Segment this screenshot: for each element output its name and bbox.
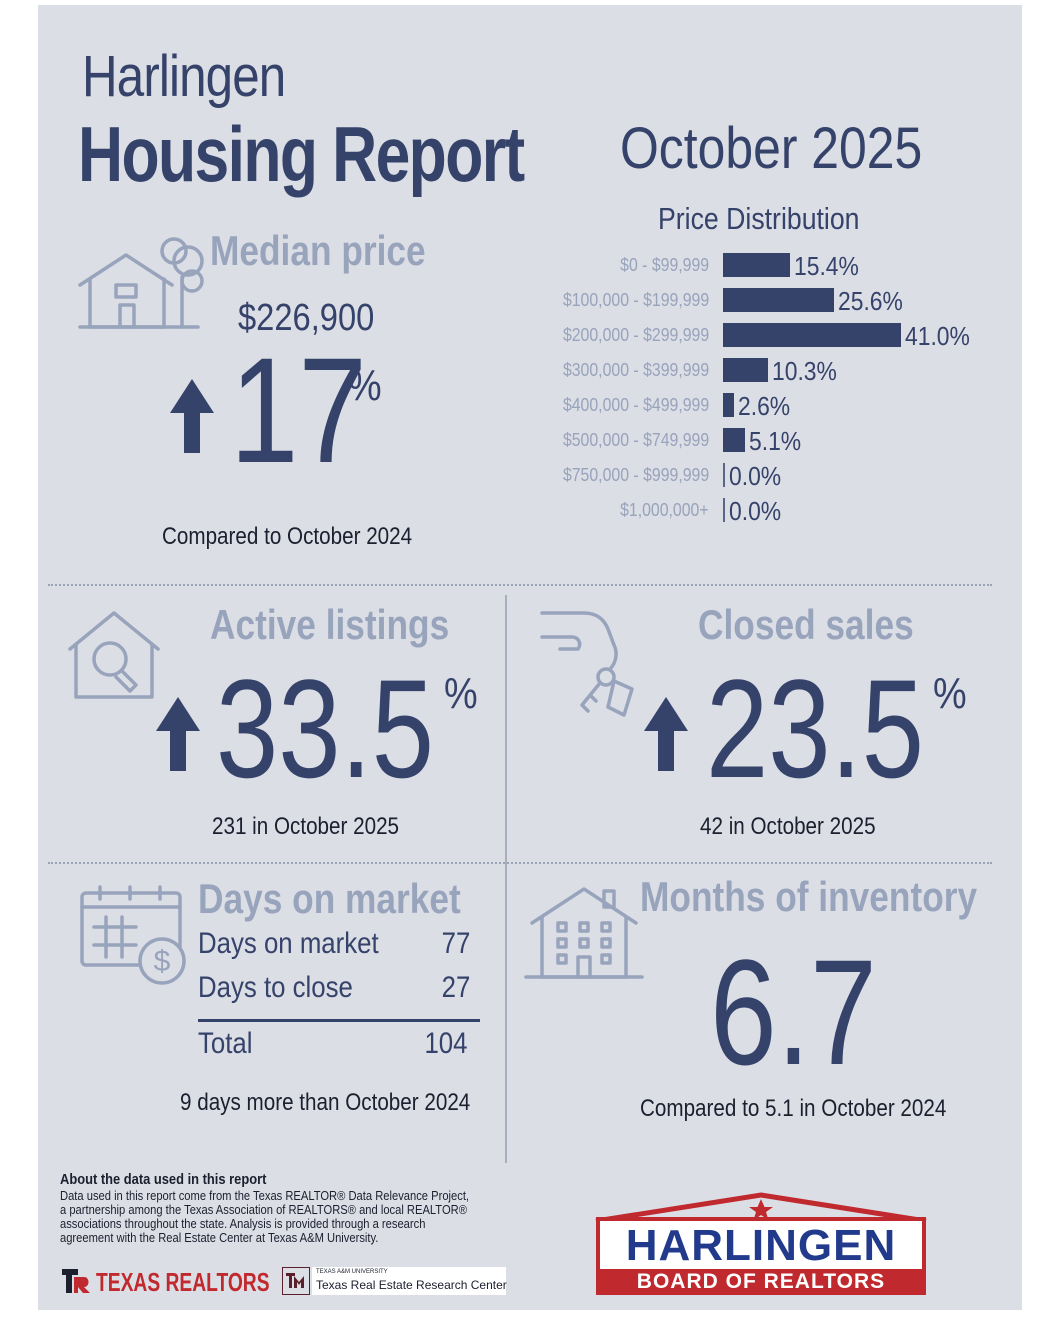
active-listings-percent: % — [444, 669, 478, 718]
median-price-note: Compared to October 2024 — [162, 523, 413, 550]
active-listings-label: Active listings — [210, 601, 450, 648]
dtc-row-name: Days to close — [198, 971, 353, 1004]
board-name: HARLINGEN — [625, 1221, 897, 1270]
price-bar-value: 10.3% — [772, 356, 837, 386]
arrow-up-icon — [156, 697, 200, 771]
price-bar-value: 0.0% — [729, 461, 782, 491]
active-listings-change: 33.5 — [216, 650, 434, 807]
price-row: $100,000 - $199,999 25.6% — [38, 286, 1022, 316]
texas-realtors-logo-icon — [62, 1269, 90, 1293]
tamu-badge — [282, 1267, 310, 1295]
roof-star-icon — [595, 1192, 927, 1224]
price-distribution-title: Price Distribution — [658, 201, 860, 236]
price-range-label: $300,000 - $399,999 — [562, 360, 709, 380]
price-row: $1,000,000+ 0.0% — [38, 496, 1022, 526]
section-divider — [48, 584, 992, 586]
board-logo: HARLINGEN BOARD OF REALTORS — [594, 1191, 928, 1297]
price-range-label: $0 - $99,999 — [620, 255, 709, 275]
price-bar-value: 25.6% — [838, 286, 903, 316]
section-divider — [48, 862, 992, 864]
price-bar — [723, 428, 745, 452]
median-price-label: Median price — [210, 227, 426, 274]
months-inventory-value: 6.7 — [710, 928, 877, 1096]
closed-sales-change: 23.5 — [706, 650, 924, 807]
report-title: Housing Report — [78, 110, 525, 198]
svg-text:$: $ — [154, 945, 171, 978]
total-row-name: Total — [198, 1027, 253, 1060]
tamu-small-text: TEXAS A&M UNIVERSITY — [316, 1269, 388, 1275]
board-sub: BOARD OF REALTORS — [636, 1270, 886, 1293]
price-bar-value: 0.0% — [729, 496, 782, 526]
house-tree-icon — [78, 237, 204, 329]
total-row-value: 104 — [424, 1027, 468, 1060]
tamu-center-text: Texas Real Estate Research Center — [316, 1278, 507, 1292]
column-divider — [505, 595, 507, 1163]
city-name: Harlingen — [82, 44, 286, 109]
total-divider — [198, 1019, 480, 1022]
price-range-label: $500,000 - $749,999 — [562, 430, 709, 450]
days-on-market-note: 9 days more than October 2024 — [180, 1089, 471, 1116]
price-range-label: $750,000 - $999,999 — [562, 465, 709, 485]
about-title: About the data used in this report — [60, 1171, 267, 1188]
price-bar — [723, 393, 734, 417]
house-magnifier-icon — [68, 611, 160, 699]
active-listings-note: 231 in October 2025 — [212, 813, 400, 840]
price-bar — [723, 498, 725, 522]
hand-keys-icon — [540, 611, 634, 717]
median-price-change: 17 — [230, 326, 367, 494]
median-price-percent: % — [348, 361, 382, 410]
price-range-label: $1,000,000+ — [620, 500, 709, 520]
months-inventory-note: Compared to 5.1 in October 2024 — [640, 1095, 947, 1122]
closed-sales-percent: % — [933, 669, 967, 718]
arrow-up-icon — [170, 379, 214, 453]
median-price-value: $226,900 — [238, 297, 375, 339]
price-bar — [723, 288, 834, 312]
dtc-row-value: 27 — [441, 971, 471, 1004]
report-period: October 2025 — [620, 116, 923, 181]
price-range-label: $100,000 - $199,999 — [562, 290, 709, 310]
dom-row-name: Days on market — [198, 927, 379, 960]
tamu-logo-icon — [286, 1273, 304, 1288]
price-row: $750,000 - $999,999 0.0% — [38, 461, 1022, 491]
texas-realtors-text: TEXAS REALTORS — [96, 1267, 270, 1297]
tamu-card — [312, 1267, 506, 1295]
apartment-building-icon — [524, 887, 644, 979]
price-bar-value: 41.0% — [905, 321, 970, 351]
report-sheet: Harlingen Housing Report October 2025 Me… — [38, 5, 1022, 1310]
price-bar — [723, 323, 901, 347]
arrow-up-icon — [644, 697, 688, 771]
price-bar-value: 15.4% — [794, 251, 859, 281]
price-row: $200,000 - $299,999 41.0% — [38, 321, 1022, 351]
price-bar — [723, 253, 790, 277]
price-row: $300,000 - $399,999 10.3% — [38, 356, 1022, 386]
board-sub-band — [596, 1269, 926, 1295]
price-range-label: $400,000 - $499,999 — [562, 395, 709, 415]
price-range-label: $200,000 - $299,999 — [562, 325, 709, 345]
price-row: $500,000 - $749,999 5.1% — [38, 426, 1022, 456]
closed-sales-note: 42 in October 2025 — [700, 813, 876, 840]
dom-row-value: 77 — [441, 927, 471, 960]
price-row: $0 - $99,999 15.4% — [38, 251, 1022, 281]
price-bar — [723, 358, 768, 382]
price-bar-value: 5.1% — [749, 426, 802, 456]
months-inventory-label: Months of inventory — [640, 873, 978, 920]
calendar-dollar-icon: $ — [80, 885, 186, 985]
price-bar-value: 2.6% — [738, 391, 791, 421]
about-text: Data used in this report come from the T… — [60, 1188, 470, 1245]
price-bar — [723, 463, 725, 487]
days-on-market-label: Days on market — [198, 875, 461, 922]
closed-sales-label: Closed sales — [698, 601, 914, 648]
price-row: $400,000 - $499,999 2.6% — [38, 391, 1022, 421]
